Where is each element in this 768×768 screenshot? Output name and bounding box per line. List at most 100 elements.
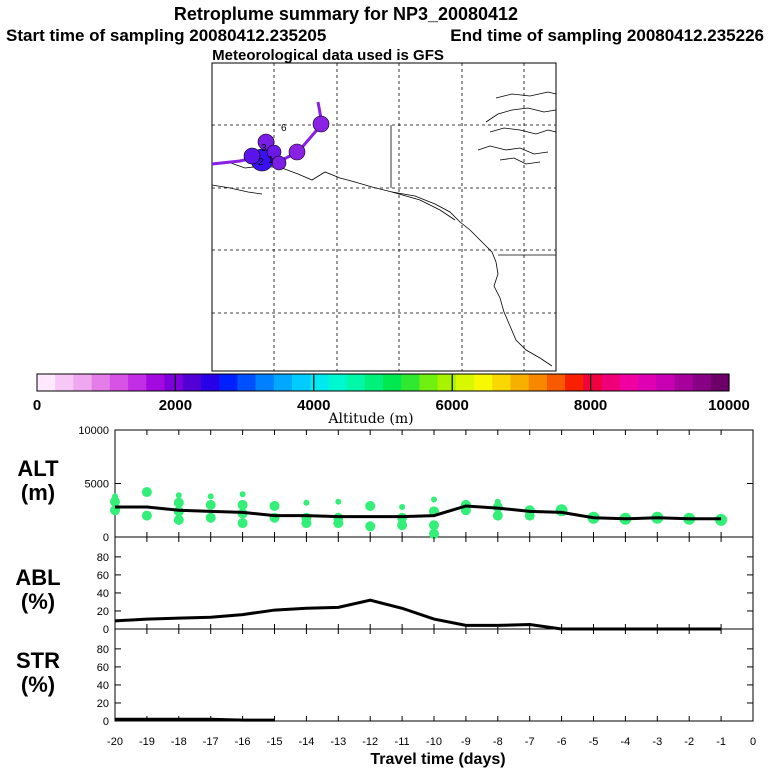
y-tick-label: 0: [103, 716, 109, 728]
altitude-spread-point: [110, 496, 120, 507]
x-tick-label: -2: [684, 736, 694, 748]
colorbar-cell: [474, 374, 493, 391]
x-tick-label: -8: [493, 736, 503, 748]
altitude-spread-point: [431, 496, 437, 503]
altitude-spread-point: [239, 491, 246, 498]
colorbar-tick-label: 2000: [159, 397, 192, 414]
x-tick-label: -15: [267, 736, 283, 748]
plume-marker: [312, 115, 330, 133]
colorbar-cell: [255, 374, 275, 391]
altitude-spread-point: [524, 510, 535, 521]
map-panel: 6 3 2 1: [211, 62, 557, 372]
colorbar-cell: [91, 374, 111, 391]
colorbar-cell: [146, 374, 166, 391]
colorbar-cell: [109, 374, 129, 391]
colorbar-cell: [492, 374, 512, 391]
x-tick-label: -16: [235, 736, 251, 748]
y-tick-label: 20: [97, 698, 109, 710]
colorbar-title: Altitude (m): [327, 411, 413, 427]
y-tick-label: 40: [97, 588, 109, 600]
colorbar-cell: [182, 374, 202, 391]
colorbar-cell: [510, 374, 530, 391]
colorbar-cell: [73, 374, 93, 391]
colorbar-tick-label: 0: [33, 397, 41, 414]
colorbar-cell: [128, 374, 147, 391]
x-tick-label: 0: [750, 736, 756, 748]
altitude-spread-point: [237, 499, 248, 510]
start-time-label: Start time of sampling 20080412.235205: [6, 26, 326, 45]
y-tick-label: 0: [103, 624, 109, 636]
colorbar-cell: [219, 374, 238, 391]
altitude-spread-point: [269, 500, 280, 511]
str-panel-unit: (%): [21, 672, 55, 697]
altitude-spread-point: [429, 520, 439, 531]
y-tick-label: 5000: [85, 479, 109, 491]
altitude-spread-point: [175, 492, 182, 499]
map-coastlines: [211, 91, 557, 367]
y-tick-label: 60: [97, 662, 109, 674]
abl-panel-label: ABL: [15, 565, 60, 590]
colorbar-cell: [273, 374, 293, 391]
alt-panel-unit: (m): [21, 480, 55, 505]
day-marker-label: 3: [261, 143, 267, 154]
colorbar-cell: [310, 374, 329, 391]
colorbar-cell: [637, 374, 657, 391]
day-marker-label: 2: [258, 157, 264, 168]
colorbar-cell: [328, 374, 348, 391]
altitude-spread-point: [205, 499, 216, 510]
map-frame: [211, 62, 557, 372]
colorbar-cell: [401, 374, 421, 391]
colorbar-cell: [546, 374, 566, 391]
altitude-spread-point: [173, 514, 184, 525]
altitude-spread-point: [333, 518, 344, 529]
colorbar-cell: [237, 374, 257, 391]
colorbar-cell: [419, 374, 439, 391]
figure-title: Retroplume summary for NP3_20080412: [174, 4, 518, 24]
day-marker-label: 1: [268, 155, 274, 166]
colorbar-cell: [383, 374, 402, 391]
end-time-label: End time of sampling 20080412.235226: [450, 26, 764, 45]
str-panel-frame: [114, 628, 754, 722]
x-tick-label: -19: [139, 736, 155, 748]
colorbar-cell: [710, 374, 730, 391]
colorbar-cell: [583, 374, 603, 391]
y-tick-label: 60: [97, 570, 109, 582]
x-tick-label: -9: [461, 736, 471, 748]
colorbar: 0 2000 4000 6000 8000 10000 Altitude (m): [33, 373, 750, 427]
x-tick-label: -14: [298, 736, 314, 748]
x-tick-label: -17: [203, 736, 219, 748]
colorbar-cell: [455, 374, 475, 391]
altitude-spread-point: [205, 512, 216, 523]
altitude-spread-point: [397, 520, 408, 531]
y-tick-label: 40: [97, 680, 109, 692]
altitude-spread-point: [365, 521, 376, 532]
plume-marker: [243, 147, 261, 165]
x-tick-label: -12: [362, 736, 378, 748]
abl-series-line: [114, 598, 722, 631]
abl-panel-frame: [114, 536, 754, 630]
colorbar-cell: [200, 374, 220, 391]
alt-panel-label: ALT: [17, 456, 59, 481]
colorbar-cell: [692, 374, 712, 391]
x-tick-label: -3: [652, 736, 662, 748]
altitude-spread-point: [365, 500, 376, 511]
x-tick-label: -10: [426, 736, 442, 748]
colorbar-tick-label: 6000: [436, 397, 469, 414]
abl-panel-unit: (%): [21, 589, 55, 614]
colorbar-cell: [437, 374, 457, 391]
altitude-spread-point: [237, 518, 248, 529]
plume-trajectory: 6 3 2 1: [211, 101, 330, 172]
plume-marker: [288, 143, 306, 161]
x-tick-label: -20: [107, 736, 123, 748]
colorbar-tick-label: 8000: [574, 397, 607, 414]
x-tick-label: -7: [525, 736, 535, 748]
altitude-spread-point: [335, 498, 342, 505]
colorbar-cell: [528, 374, 548, 391]
altitude-spread-point: [173, 497, 184, 508]
x-tick-label: -5: [589, 736, 599, 748]
colorbar-tick-label: 4000: [297, 397, 330, 414]
altitude-spread-point: [301, 518, 312, 529]
colorbar-cell: [619, 374, 639, 391]
